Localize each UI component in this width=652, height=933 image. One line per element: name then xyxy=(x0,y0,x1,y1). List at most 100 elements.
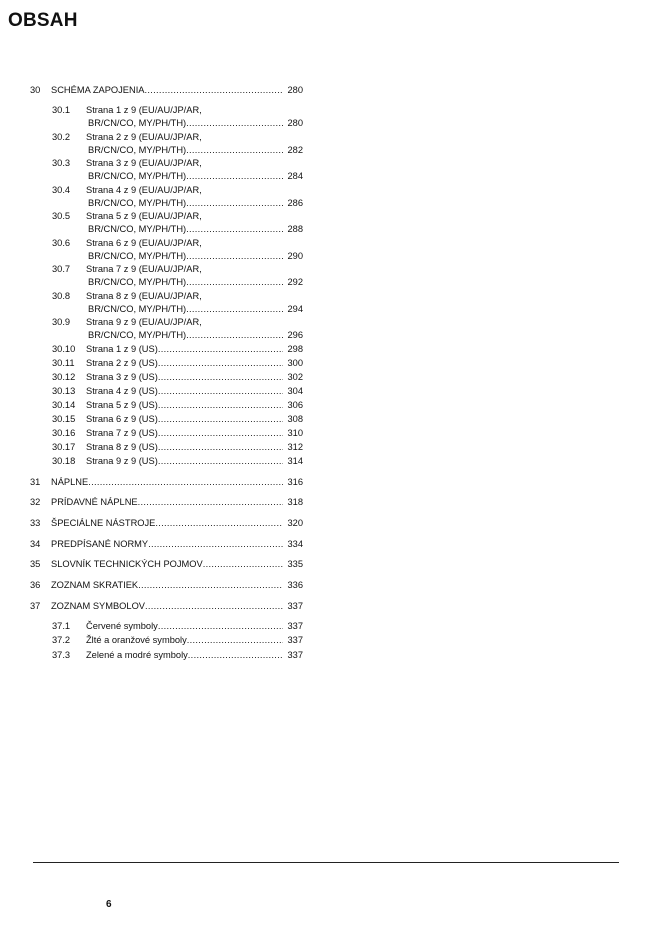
dot-leader xyxy=(186,197,283,210)
dot-leader xyxy=(158,427,284,440)
dot-leader xyxy=(88,476,283,489)
toc-entry[interactable]: 30.1 Strana 1 z 9 (EU/AU/JP/AR, BR/CN/CO, … xyxy=(52,104,303,130)
toc-entry-title: Strana 5 z 9 (US) xyxy=(86,400,158,410)
toc-entry-page: 337 xyxy=(287,635,303,645)
toc-entry[interactable]: 30.13 Strana 4 z 9 (US) 304 xyxy=(52,385,303,398)
toc-entry-number: 30.5 xyxy=(52,211,71,221)
toc-entry[interactable]: 33 ŠPECIÁLNE NÁSTROJE 320 xyxy=(30,517,303,530)
toc-entry-title: Strana 8 z 9 (US) xyxy=(86,442,158,452)
dot-leader xyxy=(188,649,284,662)
toc-entry[interactable]: 36 ZOZNAM SKRATIEK 336 xyxy=(30,579,303,592)
toc-entry[interactable]: 37.3 Zelené a modré symboly 337 xyxy=(52,649,303,662)
toc-entry[interactable]: 30.15 Strana 6 z 9 (US) 308 xyxy=(52,413,303,426)
toc-entry[interactable]: 30.3 Strana 3 z 9 (EU/AU/JP/AR, BR/CN/CO, … xyxy=(52,157,303,183)
toc-entry-number: 30.16 xyxy=(52,428,76,438)
toc-entry-title: Strana 4 z 9 (EU/AU/JP/AR, xyxy=(86,185,202,195)
toc-entry-title: Strana 8 z 9 (EU/AU/JP/AR, xyxy=(86,291,202,301)
toc-entry-number: 30.14 xyxy=(52,400,76,410)
toc-entry[interactable]: 30.5 Strana 5 z 9 (EU/AU/JP/AR, BR/CN/CO, … xyxy=(52,210,303,236)
toc-entry[interactable]: 30.9 Strana 9 z 9 (EU/AU/JP/AR, BR/CN/CO, … xyxy=(52,316,303,342)
toc-entry-title: Strana 5 z 9 (EU/AU/JP/AR, xyxy=(86,211,202,221)
toc-entry[interactable]: 30.2 Strana 2 z 9 (EU/AU/JP/AR, BR/CN/CO, … xyxy=(52,131,303,157)
toc-entry-title: Strana 2 z 9 (EU/AU/JP/AR, xyxy=(86,132,202,142)
toc-entry-title: Žlté a oranžové symboly xyxy=(86,635,187,645)
toc-entry-page: 294 xyxy=(287,303,303,314)
toc-entry-title-continued: BR/CN/CO, MY/PH/TH) xyxy=(88,170,187,181)
dot-leader xyxy=(186,170,283,183)
toc-entry-number: 30.18 xyxy=(52,456,76,466)
toc-entry[interactable]: 30.11 Strana 2 z 9 (US) 300 xyxy=(52,357,303,370)
toc-entry[interactable]: 30 SCHÉMA ZAPOJENIA 280 xyxy=(30,84,303,97)
toc-entry-number: 30.6 xyxy=(52,238,71,248)
toc-entry-number: 30.1 xyxy=(52,105,71,115)
toc-entry-title: PREDPÍSANÉ NORMY xyxy=(51,539,149,549)
toc-entry-number: 34 xyxy=(30,539,41,549)
dot-leader xyxy=(155,517,283,530)
toc-entry-page: 334 xyxy=(287,539,303,549)
dot-leader xyxy=(158,441,284,454)
toc-entry-title: Strana 7 z 9 (EU/AU/JP/AR, xyxy=(86,264,202,274)
toc-entry[interactable]: 30.4 Strana 4 z 9 (EU/AU/JP/AR, BR/CN/CO, … xyxy=(52,184,303,210)
toc-entry-number: 31 xyxy=(30,477,41,487)
toc-entry-title: ZOZNAM SKRATIEK xyxy=(51,580,139,590)
toc-entry-title-continued: BR/CN/CO, MY/PH/TH) xyxy=(88,223,187,234)
toc-entry-title: Strana 3 z 9 (EU/AU/JP/AR, xyxy=(86,158,202,168)
toc-entry-title: Strana 9 z 9 (EU/AU/JP/AR, xyxy=(86,317,202,327)
toc-entry-page: 282 xyxy=(287,144,303,155)
page-number: 6 xyxy=(106,899,112,910)
dot-leader xyxy=(145,84,284,97)
toc-entry-title-continued: BR/CN/CO, MY/PH/TH) xyxy=(88,329,187,340)
toc-entry[interactable]: 30.18 Strana 9 z 9 (US) 314 xyxy=(52,455,303,468)
toc-entry[interactable]: 37 ZOZNAM SYMBOLOV 337 xyxy=(30,600,303,613)
toc-entry[interactable]: 30.10 Strana 1 z 9 (US) 298 xyxy=(52,343,303,356)
toc-entry-number: 30.4 xyxy=(52,185,71,195)
dot-leader xyxy=(186,329,283,342)
toc-entry-title-continued: BR/CN/CO, MY/PH/TH) xyxy=(88,144,187,155)
dot-leader xyxy=(138,579,283,592)
toc-entry-number: 30.9 xyxy=(52,317,71,327)
toc-entry-number: 33 xyxy=(30,518,41,528)
toc-entry[interactable]: 30.17 Strana 8 z 9 (US) 312 xyxy=(52,441,303,454)
toc-entry-number: 37.3 xyxy=(52,650,71,660)
toc-entry-page: 337 xyxy=(287,650,303,660)
toc-entry-number: 30.11 xyxy=(52,358,75,368)
toc-entry-page: 308 xyxy=(287,414,303,424)
toc-entry[interactable]: 30.16 Strana 7 z 9 (US) 310 xyxy=(52,427,303,440)
toc-entry-title-continued: BR/CN/CO, MY/PH/TH) xyxy=(88,117,187,128)
toc-entry-page: 280 xyxy=(287,85,303,95)
toc-entry[interactable]: 34 PREDPÍSANÉ NORMY 334 xyxy=(30,538,303,551)
toc-entry-number: 30.10 xyxy=(52,344,76,354)
toc-entry-title: SLOVNÍK TECHNICKÝCH POJMOV xyxy=(51,559,203,569)
toc-entry-page: 310 xyxy=(287,428,303,438)
dot-leader xyxy=(158,357,284,370)
toc-entry-title: NÁPLNE xyxy=(51,477,89,487)
toc-entry-page: 335 xyxy=(287,559,303,569)
toc-entry-page: 306 xyxy=(287,400,303,410)
toc-entry-page: 336 xyxy=(287,580,303,590)
toc-entry-title: Strana 6 z 9 (US) xyxy=(86,414,158,424)
toc-entry-number: 30.7 xyxy=(52,264,71,274)
toc-entry-title: Strana 1 z 9 (EU/AU/JP/AR, xyxy=(86,105,202,115)
toc-entry-title: ŠPECIÁLNE NÁSTROJE xyxy=(51,518,156,528)
toc-entry-number: 30.8 xyxy=(52,291,71,301)
toc-entry-page: 296 xyxy=(287,329,303,340)
dot-leader xyxy=(145,600,283,613)
toc-entry-title-continued: BR/CN/CO, MY/PH/TH) xyxy=(88,303,187,314)
toc-entry[interactable]: 30.8 Strana 8 z 9 (EU/AU/JP/AR, BR/CN/CO, … xyxy=(52,290,303,316)
toc-entry[interactable]: 30.6 Strana 6 z 9 (EU/AU/JP/AR, BR/CN/CO, … xyxy=(52,237,303,263)
toc-entry[interactable]: 30.12 Strana 3 z 9 (US) 302 xyxy=(52,371,303,384)
toc-entry-page: 314 xyxy=(287,456,303,466)
toc-entry-title: Strana 6 z 9 (EU/AU/JP/AR, xyxy=(86,238,202,248)
toc-entry-page: 337 xyxy=(287,601,303,611)
toc-entry[interactable]: 30.14 Strana 5 z 9 (US) 306 xyxy=(52,399,303,412)
toc-entry[interactable]: 35 SLOVNÍK TECHNICKÝCH POJMOV 335 xyxy=(30,558,303,571)
dot-leader xyxy=(186,250,283,263)
toc-entry[interactable]: 31 NÁPLNE 316 xyxy=(30,476,303,489)
dot-leader xyxy=(158,399,284,412)
toc-entry[interactable]: 32 PRÍDAVNÉ NÁPLNE 318 xyxy=(30,496,303,509)
toc-entry[interactable]: 37.2 Žlté a oranžové symboly 337 xyxy=(52,634,303,647)
toc-entry[interactable]: 30.7 Strana 7 z 9 (EU/AU/JP/AR, BR/CN/CO, … xyxy=(52,263,303,289)
dot-leader xyxy=(138,496,284,509)
toc-entry[interactable]: 37.1 Červené symboly 337 xyxy=(52,620,303,633)
toc-entry-title-continued: BR/CN/CO, MY/PH/TH) xyxy=(88,276,187,287)
